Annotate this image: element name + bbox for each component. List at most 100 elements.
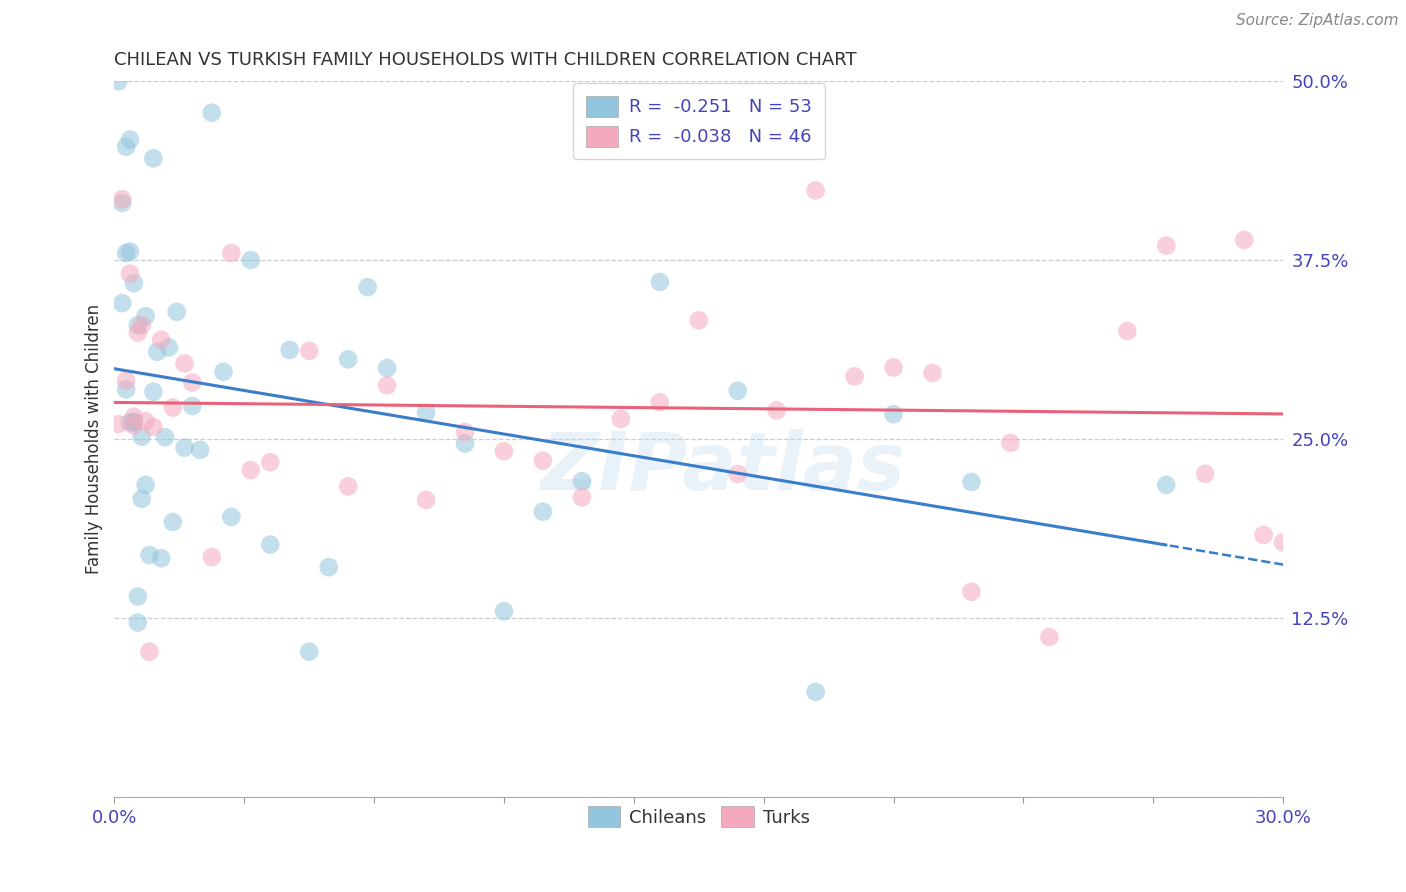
Point <box>111 296 134 310</box>
Point <box>239 463 262 477</box>
Y-axis label: Family Households with Children: Family Households with Children <box>86 304 103 574</box>
Point <box>138 548 160 562</box>
Point <box>1154 238 1177 252</box>
Point <box>883 407 905 421</box>
Text: ZIPatlas: ZIPatlas <box>540 429 904 507</box>
Point <box>153 430 176 444</box>
Point <box>188 442 211 457</box>
Point <box>135 309 157 323</box>
Point <box>122 418 145 433</box>
Point <box>181 376 204 390</box>
Point <box>115 382 138 396</box>
Point <box>960 584 983 599</box>
Point <box>571 491 593 505</box>
Text: CHILEAN VS TURKISH FAMILY HOUSEHOLDS WITH CHILDREN CORRELATION CHART: CHILEAN VS TURKISH FAMILY HOUSEHOLDS WIT… <box>114 51 858 69</box>
Point <box>1038 630 1060 644</box>
Point <box>492 604 515 618</box>
Point <box>173 441 195 455</box>
Point <box>804 184 827 198</box>
Point <box>146 344 169 359</box>
Point <box>337 479 360 493</box>
Text: Source: ZipAtlas.com: Source: ZipAtlas.com <box>1236 13 1399 29</box>
Point <box>375 361 398 376</box>
Point <box>142 420 165 434</box>
Point <box>212 365 235 379</box>
Point <box>844 369 866 384</box>
Point <box>122 276 145 290</box>
Point <box>688 313 710 327</box>
Point <box>122 415 145 429</box>
Point <box>115 140 138 154</box>
Point <box>181 399 204 413</box>
Point <box>131 318 153 333</box>
Point <box>118 267 141 281</box>
Point <box>1154 478 1177 492</box>
Point <box>131 491 153 506</box>
Point <box>648 395 671 409</box>
Point <box>122 409 145 424</box>
Point <box>727 467 749 481</box>
Point <box>162 401 184 415</box>
Point <box>166 305 188 319</box>
Point <box>531 505 554 519</box>
Point <box>138 645 160 659</box>
Point <box>131 430 153 444</box>
Point <box>375 378 398 392</box>
Point <box>239 253 262 268</box>
Point <box>122 415 145 429</box>
Point <box>127 615 149 630</box>
Point <box>150 333 173 347</box>
Point <box>278 343 301 357</box>
Point <box>1253 528 1275 542</box>
Point <box>960 475 983 489</box>
Point <box>298 645 321 659</box>
Point <box>142 384 165 399</box>
Point <box>142 152 165 166</box>
Point <box>118 132 141 146</box>
Point <box>531 454 554 468</box>
Point <box>765 403 787 417</box>
Point <box>571 474 593 488</box>
Point <box>356 280 378 294</box>
Point <box>415 492 437 507</box>
Point <box>173 356 195 370</box>
Point <box>1194 467 1216 481</box>
Point <box>115 246 138 260</box>
Point <box>454 436 477 450</box>
Point <box>201 549 224 564</box>
Point <box>111 192 134 206</box>
Legend: Chileans, Turks: Chileans, Turks <box>581 799 817 834</box>
Point <box>610 412 633 426</box>
Point <box>648 275 671 289</box>
Point <box>201 105 224 120</box>
Point <box>804 685 827 699</box>
Point <box>1233 233 1256 247</box>
Point <box>135 414 157 428</box>
Point <box>415 406 437 420</box>
Point <box>298 343 321 358</box>
Point <box>107 74 129 88</box>
Point <box>727 384 749 398</box>
Point <box>883 360 905 375</box>
Point <box>118 244 141 259</box>
Point <box>107 417 129 431</box>
Point <box>219 510 242 524</box>
Point <box>259 538 281 552</box>
Point <box>111 196 134 211</box>
Point <box>118 415 141 429</box>
Point <box>337 352 360 367</box>
Point <box>492 444 515 458</box>
Point <box>127 318 149 333</box>
Point <box>157 340 180 354</box>
Point <box>115 374 138 388</box>
Point <box>162 515 184 529</box>
Point <box>127 590 149 604</box>
Point <box>1272 535 1295 549</box>
Point <box>127 326 149 340</box>
Point <box>259 455 281 469</box>
Point <box>1291 253 1313 268</box>
Point <box>1000 435 1022 450</box>
Point <box>135 478 157 492</box>
Point <box>454 425 477 439</box>
Point <box>219 246 242 260</box>
